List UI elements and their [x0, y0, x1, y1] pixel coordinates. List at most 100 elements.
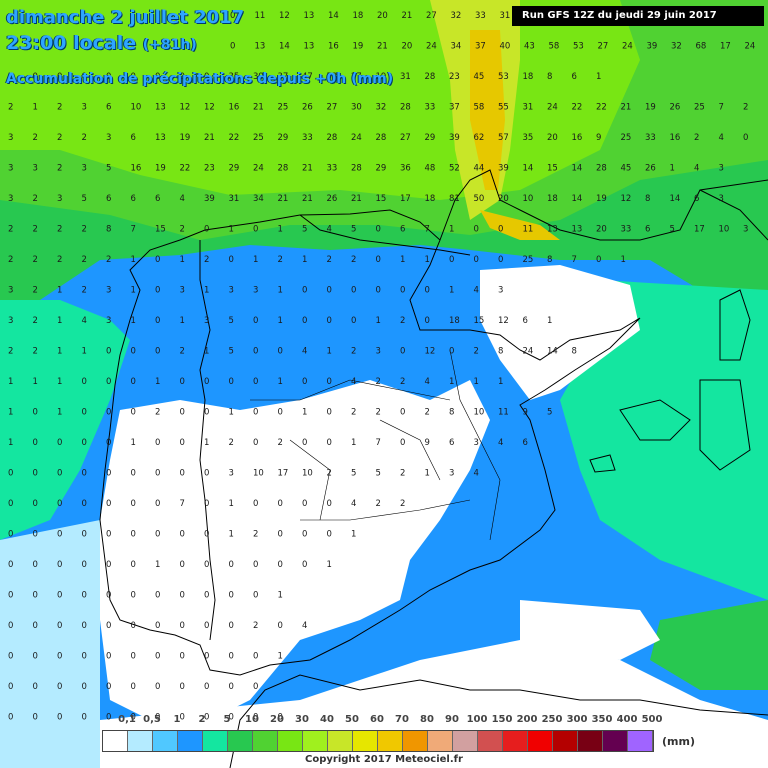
grid-value: 25 [278, 103, 289, 113]
grid-value: 12 [180, 103, 191, 113]
legend-swatch [578, 731, 603, 751]
grid-value: 2 [8, 255, 13, 265]
grid-value: 32 [671, 42, 682, 52]
grid-value: 29 [376, 164, 387, 174]
grid-value: 22 [180, 164, 191, 174]
grid-value: 6 [645, 225, 650, 235]
grid-value: 0 [131, 713, 136, 723]
grid-value: 3 [474, 438, 479, 448]
grid-value: 0 [449, 347, 454, 357]
grid-value: 0 [204, 591, 209, 601]
grid-value: 0 [33, 469, 38, 479]
legend-label: 20 [270, 714, 284, 725]
grid-value: 52 [449, 164, 460, 174]
grid-value: 0 [253, 713, 258, 723]
grid-value: 1 [302, 408, 307, 418]
legend-label: 1 [173, 714, 181, 725]
legend-label: 400 [616, 714, 638, 725]
grid-value: 0 [57, 499, 62, 509]
grid-value: 0 [106, 530, 111, 540]
copyright-text: Copyright 2017 Meteociel.fr [305, 754, 463, 765]
grid-value: 2 [180, 347, 185, 357]
grid-value: 1 [204, 438, 209, 448]
grid-value: 5 [106, 164, 111, 174]
grid-value: 0 [155, 316, 160, 326]
grid-value: 16 [131, 164, 142, 174]
grid-value: 1 [8, 408, 13, 418]
grid-value: 2 [253, 530, 258, 540]
grid-value: 7 [131, 225, 136, 235]
grid-value: 2 [327, 255, 332, 265]
grid-value: 0 [180, 591, 185, 601]
grid-value: 0 [106, 621, 111, 631]
spain-provinces [250, 349, 501, 541]
grid-value: 19 [155, 164, 166, 174]
grid-value: 20 [377, 11, 388, 21]
grid-value: 0 [253, 682, 258, 692]
grid-value: 0 [327, 286, 332, 296]
grid-value: 0 [180, 560, 185, 570]
grid-value: 17 [720, 42, 731, 52]
grid-value: 0 [33, 682, 38, 692]
legend-label: 2 [198, 714, 206, 725]
grid-value: 28 [400, 103, 411, 113]
grid-value: 0 [8, 560, 13, 570]
grid-value: 3 [498, 286, 503, 296]
grid-value: 29 [229, 164, 240, 174]
grid-value: 1 [621, 255, 626, 265]
grid-value: 0 [180, 469, 185, 479]
grid-value: 0 [229, 560, 234, 570]
grid-value: 1 [327, 347, 332, 357]
grid-value: 7 [719, 103, 724, 113]
grid-value: 0 [351, 286, 356, 296]
grid-value: 24 [426, 42, 437, 52]
grid-value: 1 [155, 377, 160, 387]
grid-value: 0 [155, 713, 160, 723]
grid-value: 2 [33, 133, 38, 143]
grid-value: 0 [302, 530, 307, 540]
legend-swatch [528, 731, 553, 751]
grid-value: 1 [449, 286, 454, 296]
legend-swatch [453, 731, 478, 751]
grid-value: 0 [400, 438, 405, 448]
grid-value: 0 [425, 286, 430, 296]
grid-value: 43 [524, 42, 535, 52]
grid-value: 0 [204, 682, 209, 692]
grid-value: 29 [278, 133, 289, 143]
grid-value: 31 [229, 194, 240, 204]
grid-value: 5 [82, 194, 87, 204]
grid-value: 0 [327, 316, 332, 326]
grid-value: 17 [400, 194, 411, 204]
legend-swatch [553, 731, 578, 751]
grid-value: 2 [33, 286, 38, 296]
grid-value: 2 [8, 225, 13, 235]
forecast-offset: (+81h) [142, 37, 197, 53]
grid-value: 24 [523, 347, 534, 357]
grid-value: 10 [523, 194, 534, 204]
iberia-coast [99, 209, 641, 676]
grid-value: 39 [498, 164, 509, 174]
grid-value: 0 [351, 316, 356, 326]
grid-value: 0 [743, 133, 748, 143]
grid-value: 1 [180, 316, 185, 326]
grid-value: 16 [670, 133, 681, 143]
grid-value: 0 [278, 408, 283, 418]
grid-value: 0 [278, 560, 283, 570]
grid-value: 53 [573, 42, 584, 52]
grid-value: 2 [82, 286, 87, 296]
legend-label: 50 [345, 714, 359, 725]
grid-value: 0 [204, 499, 209, 509]
grid-value: 18 [449, 316, 460, 326]
legend-swatch [178, 731, 203, 751]
grid-value: 44 [474, 164, 485, 174]
grid-value: 5 [229, 347, 234, 357]
grid-value: 10 [719, 225, 730, 235]
grid-value: 10 [474, 408, 485, 418]
grid-value: 0 [230, 42, 235, 52]
grid-value: 16 [328, 42, 339, 52]
grid-value: 13 [155, 133, 166, 143]
grid-value: 2 [33, 347, 38, 357]
grid-value: 8 [547, 255, 552, 265]
grid-value: 4 [351, 377, 356, 387]
grid-value: 0 [229, 377, 234, 387]
